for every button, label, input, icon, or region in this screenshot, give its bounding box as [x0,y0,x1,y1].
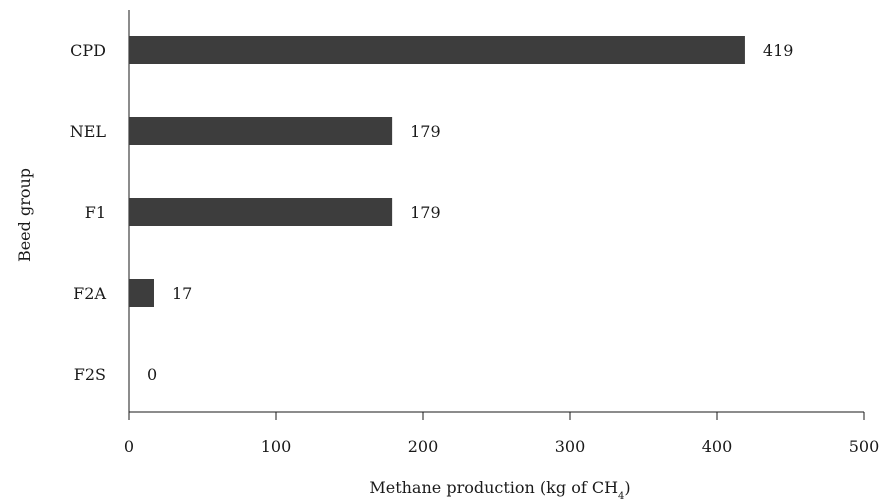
bars-group: 419 179 179 17 0 [129,36,793,384]
y-axis-title: Beed group [15,168,34,262]
x-tick-label: 300 [555,437,586,456]
x-tick-label: 500 [849,437,880,456]
x-tick-label: 400 [702,437,733,456]
x-tick-label: 0 [124,437,134,456]
x-axis-title-main: Methane production (kg of CH [369,478,618,497]
bar-f1 [129,198,393,226]
x-tick-label: 100 [261,437,292,456]
data-label-nel: 179 [410,122,441,141]
data-label-f2a: 17 [172,284,192,303]
y-tick-label-nel: NEL [70,122,107,141]
x-tick-label: 200 [408,437,439,456]
data-label-f1: 179 [410,203,441,222]
x-axis-title-suffix: ) [624,478,630,497]
bar-cpd [129,36,745,64]
data-label-cpd: 419 [763,41,794,60]
x-axis-title: Methane production (kg of CH4) [369,478,630,502]
y-ticks-group: CPD NEL F1 F2A F2S [70,41,107,384]
y-tick-label-f2a: F2A [73,284,106,303]
y-tick-label-f1: F1 [85,203,106,222]
x-ticks-group: 0 100 200 300 400 500 [124,412,879,456]
y-tick-label-cpd: CPD [70,41,106,60]
data-label-f2s: 0 [147,365,157,384]
x-axis-title-subscript: 4 [618,491,624,502]
bar-nel [129,117,393,145]
y-tick-label-f2s: F2S [74,365,106,384]
bar-f2a [129,279,154,307]
